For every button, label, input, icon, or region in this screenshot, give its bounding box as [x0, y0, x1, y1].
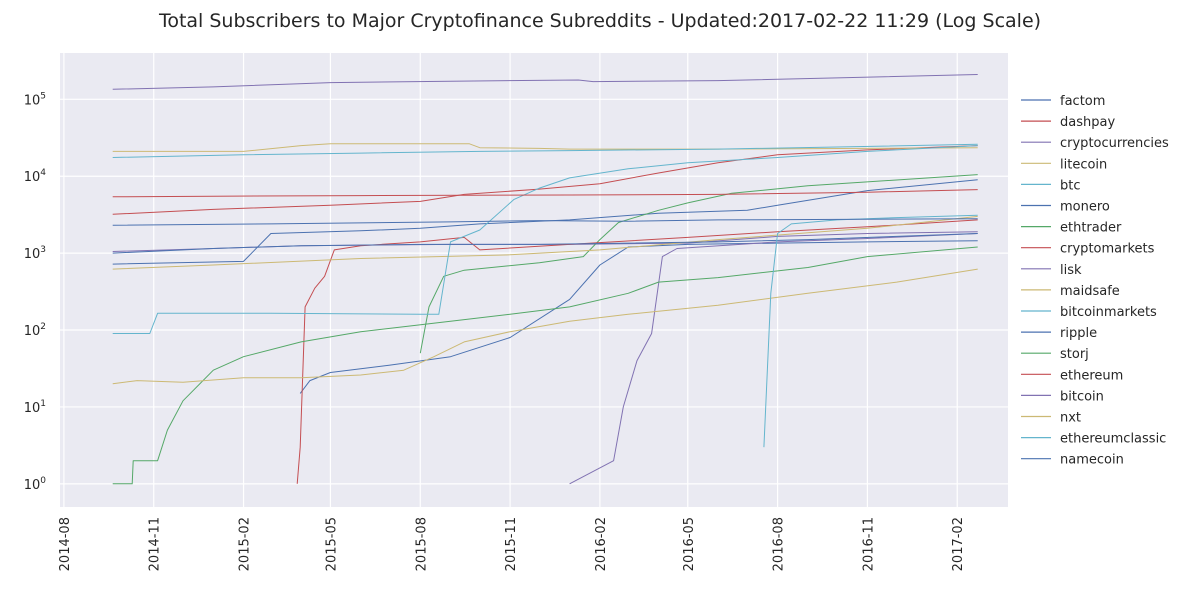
x-tick-label: 2014-11: [148, 517, 163, 571]
series-line-factom: [299, 240, 978, 394]
series-line-storj: [112, 246, 978, 485]
x-tick-label: 2014-08: [58, 517, 73, 571]
y-tick-label: 105: [24, 91, 46, 108]
y-tick-base: 10: [24, 170, 41, 185]
legend-label-cryptomarkets: cryptomarkets: [1060, 242, 1155, 257]
y-tick-label: 102: [24, 322, 46, 339]
x-axis: 2014-08 2014-11 2015-02 2015-05 2015-08 2015-…: [58, 517, 966, 571]
legend-label-cryptocurrencies: cryptocurrencies: [1060, 136, 1169, 151]
series-lines: [112, 74, 978, 485]
legend-label-ripple: ripple: [1060, 326, 1097, 341]
y-tick-base: 10: [24, 401, 41, 416]
series-line-bitcoin: [112, 74, 978, 90]
series-line-maidsafe: [112, 215, 978, 270]
y-tick-label: 104: [24, 168, 47, 185]
legend-label-ethereumclassic: ethereumclassic: [1060, 432, 1166, 447]
series-line-nxt: [112, 268, 978, 385]
series-line-bitcoinmarkets: [112, 145, 978, 334]
x-tick-label: 2016-11: [861, 517, 876, 571]
legend-label-dashpay: dashpay: [1060, 115, 1115, 130]
legend-label-ethtrader: ethtrader: [1060, 221, 1122, 236]
x-tick-label: 2015-05: [324, 517, 339, 571]
y-tick-exponent: 0: [40, 476, 46, 486]
x-tick-label: 2015-02: [238, 517, 253, 571]
legend-label-ethereum: ethereum: [1060, 368, 1123, 383]
y-tick-label: 101: [24, 399, 46, 416]
series-line-cryptomarkets: [296, 219, 978, 484]
x-tick-label: 2015-08: [414, 517, 429, 571]
legend-label-storj: storj: [1060, 347, 1089, 362]
series-line-litecoin: [112, 143, 978, 152]
y-tick-exponent: 3: [40, 245, 46, 255]
y-tick-exponent: 1: [40, 399, 46, 409]
legend-label-bitcoinmarkets: bitcoinmarkets: [1060, 305, 1157, 320]
legend-label-bitcoin: bitcoin: [1060, 389, 1104, 404]
legend-label-nxt: nxt: [1060, 411, 1081, 426]
y-tick-exponent: 2: [40, 322, 46, 332]
y-tick-base: 10: [24, 247, 41, 262]
y-tick-base: 10: [24, 93, 41, 108]
legend-label-maidsafe: maidsafe: [1060, 284, 1120, 299]
x-tick-label: 2016-02: [594, 517, 609, 571]
series-line-dashpay: [112, 145, 978, 215]
legend: factom dashpay cryptocurrencies litecoin btc…: [1021, 94, 1169, 468]
y-tick-label: 100: [24, 476, 47, 493]
series-line-ethereumclassic: [763, 214, 978, 448]
y-tick-base: 10: [24, 324, 41, 339]
x-tick-label: 2017-02: [951, 517, 966, 571]
series-line-ripple: [112, 233, 978, 254]
plot-area: [60, 53, 1008, 507]
x-tick-label: 2015-11: [504, 517, 519, 571]
chart-title: Total Subscribers to Major Cryptofinance…: [158, 10, 1041, 32]
legend-label-lisk: lisk: [1060, 263, 1082, 278]
series-line-ethereum: [112, 189, 978, 198]
y-tick-exponent: 4: [40, 168, 46, 178]
legend-label-btc: btc: [1060, 178, 1081, 193]
series-line-monero: [112, 179, 978, 265]
y-tick-base: 10: [24, 478, 41, 493]
legend-label-monero: monero: [1060, 200, 1110, 215]
series-line-ethtrader: [419, 174, 978, 354]
legend-label-namecoin: namecoin: [1060, 453, 1124, 468]
x-tick-label: 2016-05: [682, 517, 697, 571]
series-line-namecoin: [112, 218, 978, 226]
x-tick-label: 2016-08: [772, 517, 787, 571]
legend-label-factom: factom: [1060, 94, 1105, 109]
series-line-btc: [112, 143, 978, 158]
y-tick-exponent: 5: [40, 91, 46, 101]
y-tick-label: 103: [24, 245, 46, 262]
series-line-lisk: [569, 233, 978, 485]
legend-label-litecoin: litecoin: [1060, 157, 1107, 172]
